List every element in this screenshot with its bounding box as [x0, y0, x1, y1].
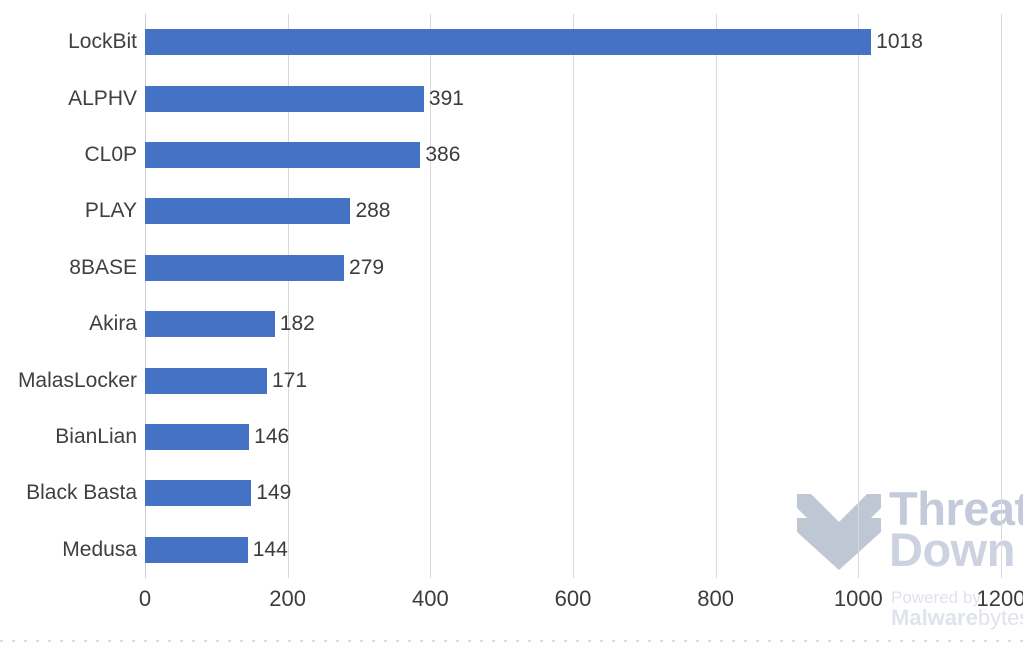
gridline-1200 [1001, 14, 1002, 578]
bar[interactable] [145, 85, 424, 112]
bar[interactable] [145, 198, 351, 225]
x-tick-label-200: 200 [269, 586, 307, 611]
bar-value-label: 149 [256, 481, 292, 505]
category-label-black-basta: Black Basta [26, 481, 137, 505]
gridline-600 [573, 14, 574, 578]
bar[interactable] [145, 480, 252, 507]
bar-value-label: 1018 [876, 30, 923, 54]
category-labels: LockBit ALPHV CL0P PLAY 8BASE Akira MalasLocke… [0, 0, 137, 648]
x-tick-label-800: 800 [697, 586, 735, 611]
bar-value-label: 146 [254, 425, 290, 448]
bar[interactable] [145, 29, 872, 56]
category-label-play: PLAY [84, 199, 137, 223]
gridline-200 [287, 14, 289, 578]
x-tick-label-400: 400 [411, 586, 449, 611]
bar-row[interactable]: 279 [145, 254, 1001, 281]
bars-container: 1018 391 386 288 279 182 171 146 149 144 [145, 14, 1001, 578]
bar[interactable] [145, 142, 421, 168]
category-label-bianlian: BianLian [55, 425, 137, 448]
bar-row[interactable]: 146 [145, 424, 1001, 450]
bottom-dotted-rule [0, 640, 1023, 642]
bar-value-label: 279 [349, 255, 385, 279]
bar-value-label: 391 [428, 86, 464, 110]
category-label-medusa: Medusa [62, 537, 137, 561]
bar-row[interactable]: 1018 [145, 29, 1001, 56]
bar-value-label: 182 [279, 312, 315, 336]
x-tick-label-600: 600 [554, 586, 592, 611]
gridlines [145, 14, 1002, 578]
malwarebytes-alware: alware [909, 605, 978, 630]
bar-row[interactable]: 391 [145, 85, 1001, 112]
category-label-cl0p: CL0P [84, 143, 137, 166]
bar-row[interactable]: 144 [145, 536, 1001, 563]
bar[interactable] [145, 254, 345, 281]
bar-value-label: 144 [252, 537, 288, 561]
bar-row[interactable]: 288 [145, 198, 1001, 225]
bar[interactable] [145, 536, 248, 563]
bar-row[interactable]: 149 [145, 480, 1001, 507]
category-label-8base: 8BASE [69, 255, 137, 279]
gridline-1000 [858, 14, 860, 578]
bar[interactable] [145, 311, 275, 338]
bar-value-label: 288 [355, 199, 391, 223]
bar-value-label: 171 [271, 368, 308, 392]
category-label-malaslocker: MalasLocker [17, 368, 137, 392]
x-tick-label-1200: 1200 [976, 586, 1023, 611]
gridline-400 [430, 14, 432, 578]
bar[interactable] [145, 367, 267, 394]
gridline-800 [715, 14, 717, 578]
category-label-lockbit: LockBit [68, 30, 137, 54]
malwarebytes-m: M [891, 605, 910, 630]
x-tick-label-0: 0 [138, 586, 152, 611]
bar-value-label: 386 [425, 143, 461, 166]
bar-row[interactable]: 386 [145, 142, 1001, 168]
watermark-powered-by: Powered by [891, 588, 981, 607]
bar-row[interactable]: 182 [145, 311, 1001, 338]
category-label-alphv: ALPHV [68, 86, 137, 110]
bar[interactable] [145, 424, 250, 450]
y-axis-line [145, 14, 146, 578]
bar-row[interactable]: 171 [145, 367, 1001, 394]
x-tick-label-1000: 1000 [833, 586, 883, 611]
category-label-akira: Akira [89, 312, 137, 336]
